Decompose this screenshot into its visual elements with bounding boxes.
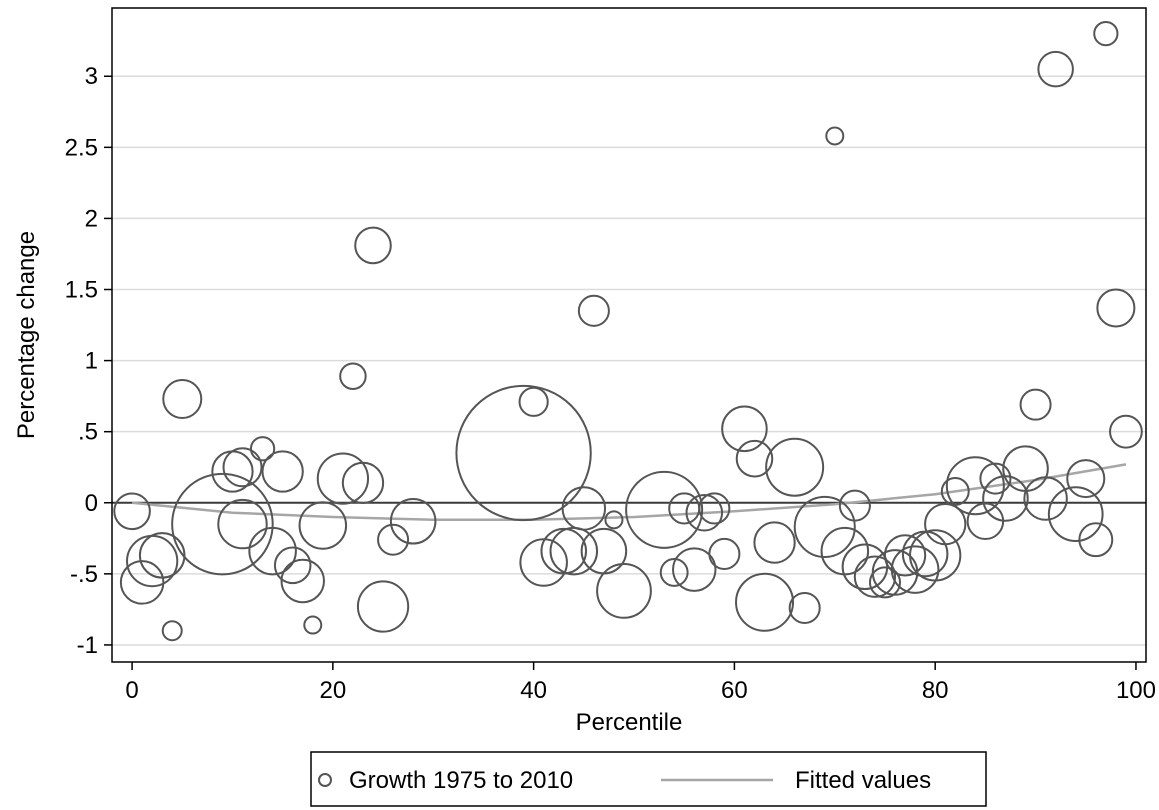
scatter-point — [1019, 388, 1052, 421]
scatter-point — [982, 475, 1029, 522]
y-tick-label: 2 — [85, 205, 98, 232]
scatter-point — [356, 580, 410, 633]
legend-label-growth: Growth 1975 to 2010 — [349, 767, 573, 794]
y-tick-label: 1.5 — [65, 277, 98, 304]
scatter-point — [261, 450, 304, 493]
scatter-point — [298, 501, 348, 550]
scatter-point — [113, 492, 151, 531]
x-tick-label: 20 — [320, 677, 347, 704]
scatter-point — [540, 527, 588, 575]
scatter-point — [377, 523, 410, 556]
legend: Growth 1975 to 2010 Fitted values — [310, 751, 987, 807]
x-tick-label: 0 — [125, 677, 138, 704]
scatter-point — [126, 534, 179, 588]
scatter-point — [249, 436, 276, 462]
scatter-point — [217, 498, 268, 550]
scatter-point — [1023, 476, 1068, 521]
scatter-point — [339, 362, 367, 390]
y-axis-label: Percentage change — [13, 231, 40, 439]
scatter-point — [868, 566, 902, 599]
scatter-point — [580, 527, 628, 575]
scatter-point — [1093, 20, 1119, 47]
scatter-point — [1047, 486, 1104, 543]
scatter-point — [793, 495, 856, 558]
x-tick-label: 60 — [721, 677, 748, 704]
scatter-point — [354, 226, 392, 265]
scatter-point — [625, 470, 704, 549]
scatter-point — [788, 591, 821, 624]
scatter-point — [909, 529, 962, 582]
scatter-point — [721, 405, 768, 453]
scatter-point — [161, 620, 183, 642]
scatter-point — [273, 546, 312, 585]
legend-label-fitted: Fitted values — [795, 767, 931, 794]
y-tick-label: 0 — [85, 490, 98, 517]
scatter-point — [577, 294, 610, 327]
x-tick-label: 100 — [1116, 677, 1156, 704]
x-tick-label: 40 — [520, 677, 547, 704]
scatter-point — [838, 489, 871, 522]
scatter-point — [924, 502, 967, 546]
scatter-point — [945, 456, 1005, 516]
scatter-point — [518, 386, 549, 417]
scatter-point — [765, 437, 825, 497]
scatter-point — [735, 439, 774, 478]
y-axis-ticks: -1 -.5 0 .5 1 1.5 2 2.5 3 — [65, 63, 112, 659]
scatter-point — [162, 378, 203, 419]
scatter-point — [316, 452, 370, 505]
scatter-point — [596, 563, 652, 619]
scatter-point — [389, 497, 437, 545]
scatter-points — [113, 20, 1143, 642]
y-tick-label: -1 — [77, 632, 98, 659]
plot-frame — [111, 7, 1147, 663]
scatter-point — [561, 486, 607, 531]
scatter-point — [659, 557, 689, 587]
y-tick-label: 2.5 — [65, 134, 98, 161]
y-tick-label: 3 — [85, 63, 98, 90]
scatter-point — [979, 462, 1012, 495]
scatter-point — [735, 572, 795, 632]
scatter-point — [820, 526, 870, 576]
scatter-point — [303, 615, 323, 635]
scatter-point — [698, 492, 731, 525]
scatter-point — [119, 560, 165, 605]
scatter-point — [280, 558, 325, 604]
scatter-point — [685, 493, 724, 532]
scatter-point — [753, 521, 796, 564]
scatter-point — [1002, 445, 1049, 492]
scatter-point — [883, 534, 927, 577]
scatter-point — [672, 547, 717, 592]
scatter-point — [825, 126, 845, 146]
scatter-point — [171, 472, 274, 576]
scatter-point — [341, 461, 385, 505]
legend-marker-growth — [318, 773, 332, 787]
scatter-point — [708, 537, 741, 570]
scatter-point — [1078, 522, 1114, 558]
scatter-point — [138, 532, 186, 579]
gridlines — [112, 75, 1146, 646]
scatter-point — [1037, 50, 1074, 88]
x-tick-label: 80 — [922, 677, 949, 704]
scatter-point — [853, 555, 897, 598]
scatter-point — [222, 447, 263, 488]
y-tick-label: 1 — [85, 348, 98, 375]
x-axis-label: Percentile — [576, 709, 683, 736]
scatter-point — [841, 543, 889, 591]
scatter-point — [1096, 288, 1136, 328]
scatter-point — [890, 545, 940, 594]
y-tick-label: -.5 — [70, 561, 98, 588]
scatter-point — [519, 538, 568, 587]
legend-box — [310, 751, 987, 807]
scatter-point — [604, 510, 624, 530]
x-axis-ticks: 0 20 40 60 80 100 — [125, 662, 1156, 704]
y-tick-label: .5 — [78, 419, 98, 446]
scatter-point — [455, 384, 592, 522]
scatter-point — [248, 526, 297, 576]
scatter-point — [1066, 459, 1106, 499]
scatter-point — [1109, 414, 1143, 449]
